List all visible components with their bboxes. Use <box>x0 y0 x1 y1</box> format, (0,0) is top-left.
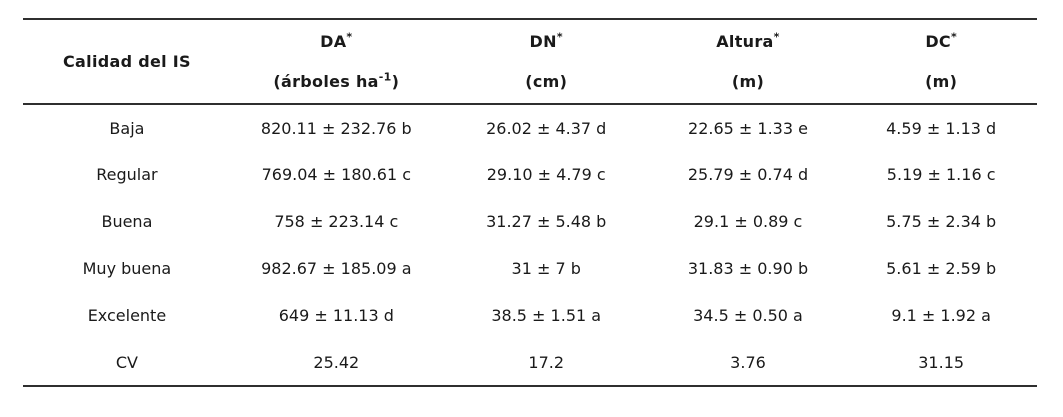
cell-calidad: Regular <box>96 165 158 184</box>
cell-calidad: Buena <box>101 212 153 231</box>
cell-dn: 31.27 ± 5.48 b <box>486 212 607 231</box>
cell-calidad: Muy buena <box>82 259 172 278</box>
cell-da: 758 ± 223.14 c <box>274 212 399 231</box>
table-row: Buena 758 ± 223.14 c 31.27 ± 5.48 b 29.1… <box>23 198 1037 245</box>
cell-dc: 5.61 ± 2.59 b <box>886 259 997 278</box>
cell-dc: 5.19 ± 1.16 c <box>886 165 996 184</box>
header-dc-abbr-line: DC* <box>845 22 1037 62</box>
significance-asterisk: * <box>950 30 957 44</box>
cell-altura: 3.76 <box>730 352 766 372</box>
header-da-abbr: DA <box>320 31 347 51</box>
cell-dn: 26.02 ± 4.37 d <box>486 118 607 138</box>
header-da-unit-exponent: -1 <box>378 70 392 84</box>
cell-dc: 5.75 ± 2.34 b <box>886 212 997 231</box>
header-dn-unit: (cm) <box>525 71 568 91</box>
cell-dc: 31.15 <box>918 352 965 372</box>
header-da-unit: (árboles ha <box>273 71 379 91</box>
header-da: DA* (árboles ha-1) <box>231 19 442 104</box>
header-dn-abbr-line: DN* <box>442 22 651 62</box>
header-dc-unit-line: (m) <box>845 62 1037 102</box>
table-body: Baja 820.11 ± 232.76 b 26.02 ± 4.37 d 22… <box>23 104 1037 386</box>
cell-da: 820.11 ± 232.76 b <box>260 118 412 138</box>
significance-asterisk: * <box>556 30 563 44</box>
header-dn-abbr: DN <box>529 31 557 51</box>
table-row: Regular 769.04 ± 180.61 c 29.10 ± 4.79 c… <box>23 151 1037 198</box>
header-altura-unit-line: (m) <box>651 62 846 102</box>
cell-calidad: Baja <box>109 118 145 138</box>
cell-da: 769.04 ± 180.61 c <box>261 165 412 184</box>
header-dc: DC* (m) <box>845 19 1037 104</box>
significance-asterisk: * <box>773 30 780 44</box>
table-header: Calidad del IS DA* (árboles ha-1) DN* (c… <box>23 19 1037 104</box>
cell-da: 649 ± 11.13 d <box>278 306 394 325</box>
header-altura-unit: (m) <box>731 71 765 91</box>
table-row: Excelente 649 ± 11.13 d 38.5 ± 1.51 a 34… <box>23 292 1037 339</box>
header-calidad-del-is: Calidad del IS <box>23 19 231 104</box>
cell-calidad: Excelente <box>87 306 167 325</box>
table-row: Muy buena 982.67 ± 185.09 a 31 ± 7 b 31.… <box>23 245 1037 292</box>
cell-dc: 9.1 ± 1.92 a <box>891 306 991 325</box>
header-dc-abbr: DC <box>925 31 951 51</box>
table-row: CV 25.42 17.2 3.76 31.15 <box>23 339 1037 386</box>
header-da-unit-line: (árboles ha-1) <box>231 62 442 102</box>
cell-altura: 34.5 ± 0.50 a <box>693 306 803 325</box>
header-da-abbr-line: DA* <box>231 22 442 62</box>
cell-dn: 31 ± 7 b <box>511 259 581 278</box>
header-altura-abbr: Altura <box>716 31 774 51</box>
cell-altura: 29.1 ± 0.89 c <box>693 212 803 231</box>
header-altura: Altura* (m) <box>651 19 846 104</box>
site-quality-stats-table: Calidad del IS DA* (árboles ha-1) DN* (c… <box>23 18 1037 387</box>
significance-asterisk: * <box>346 30 353 44</box>
header-dc-unit: (m) <box>925 71 958 91</box>
cell-altura: 31.83 ± 0.90 b <box>687 259 809 278</box>
header-dn-unit-line: (cm) <box>442 62 651 102</box>
header-calidad-label: Calidad del IS <box>63 52 191 71</box>
cell-dn: 38.5 ± 1.51 a <box>491 306 602 325</box>
cell-dn: 29.10 ± 4.79 c <box>486 165 606 184</box>
cell-dn: 17.2 <box>528 352 565 372</box>
cell-altura: 25.79 ± 0.74 d <box>687 165 809 184</box>
cell-da: 25.42 <box>313 352 360 372</box>
table-row: Baja 820.11 ± 232.76 b 26.02 ± 4.37 d 22… <box>23 104 1037 151</box>
header-dn: DN* (cm) <box>442 19 651 104</box>
cell-altura: 22.65 ± 1.33 e <box>688 118 808 138</box>
cell-dc: 4.59 ± 1.13 d <box>886 118 997 138</box>
cell-da: 982.67 ± 185.09 a <box>261 259 412 278</box>
header-da-unit-close: ) <box>391 71 400 91</box>
header-row: Calidad del IS DA* (árboles ha-1) DN* (c… <box>23 19 1037 104</box>
cell-calidad: CV <box>115 352 138 372</box>
header-altura-abbr-line: Altura* <box>651 22 846 62</box>
